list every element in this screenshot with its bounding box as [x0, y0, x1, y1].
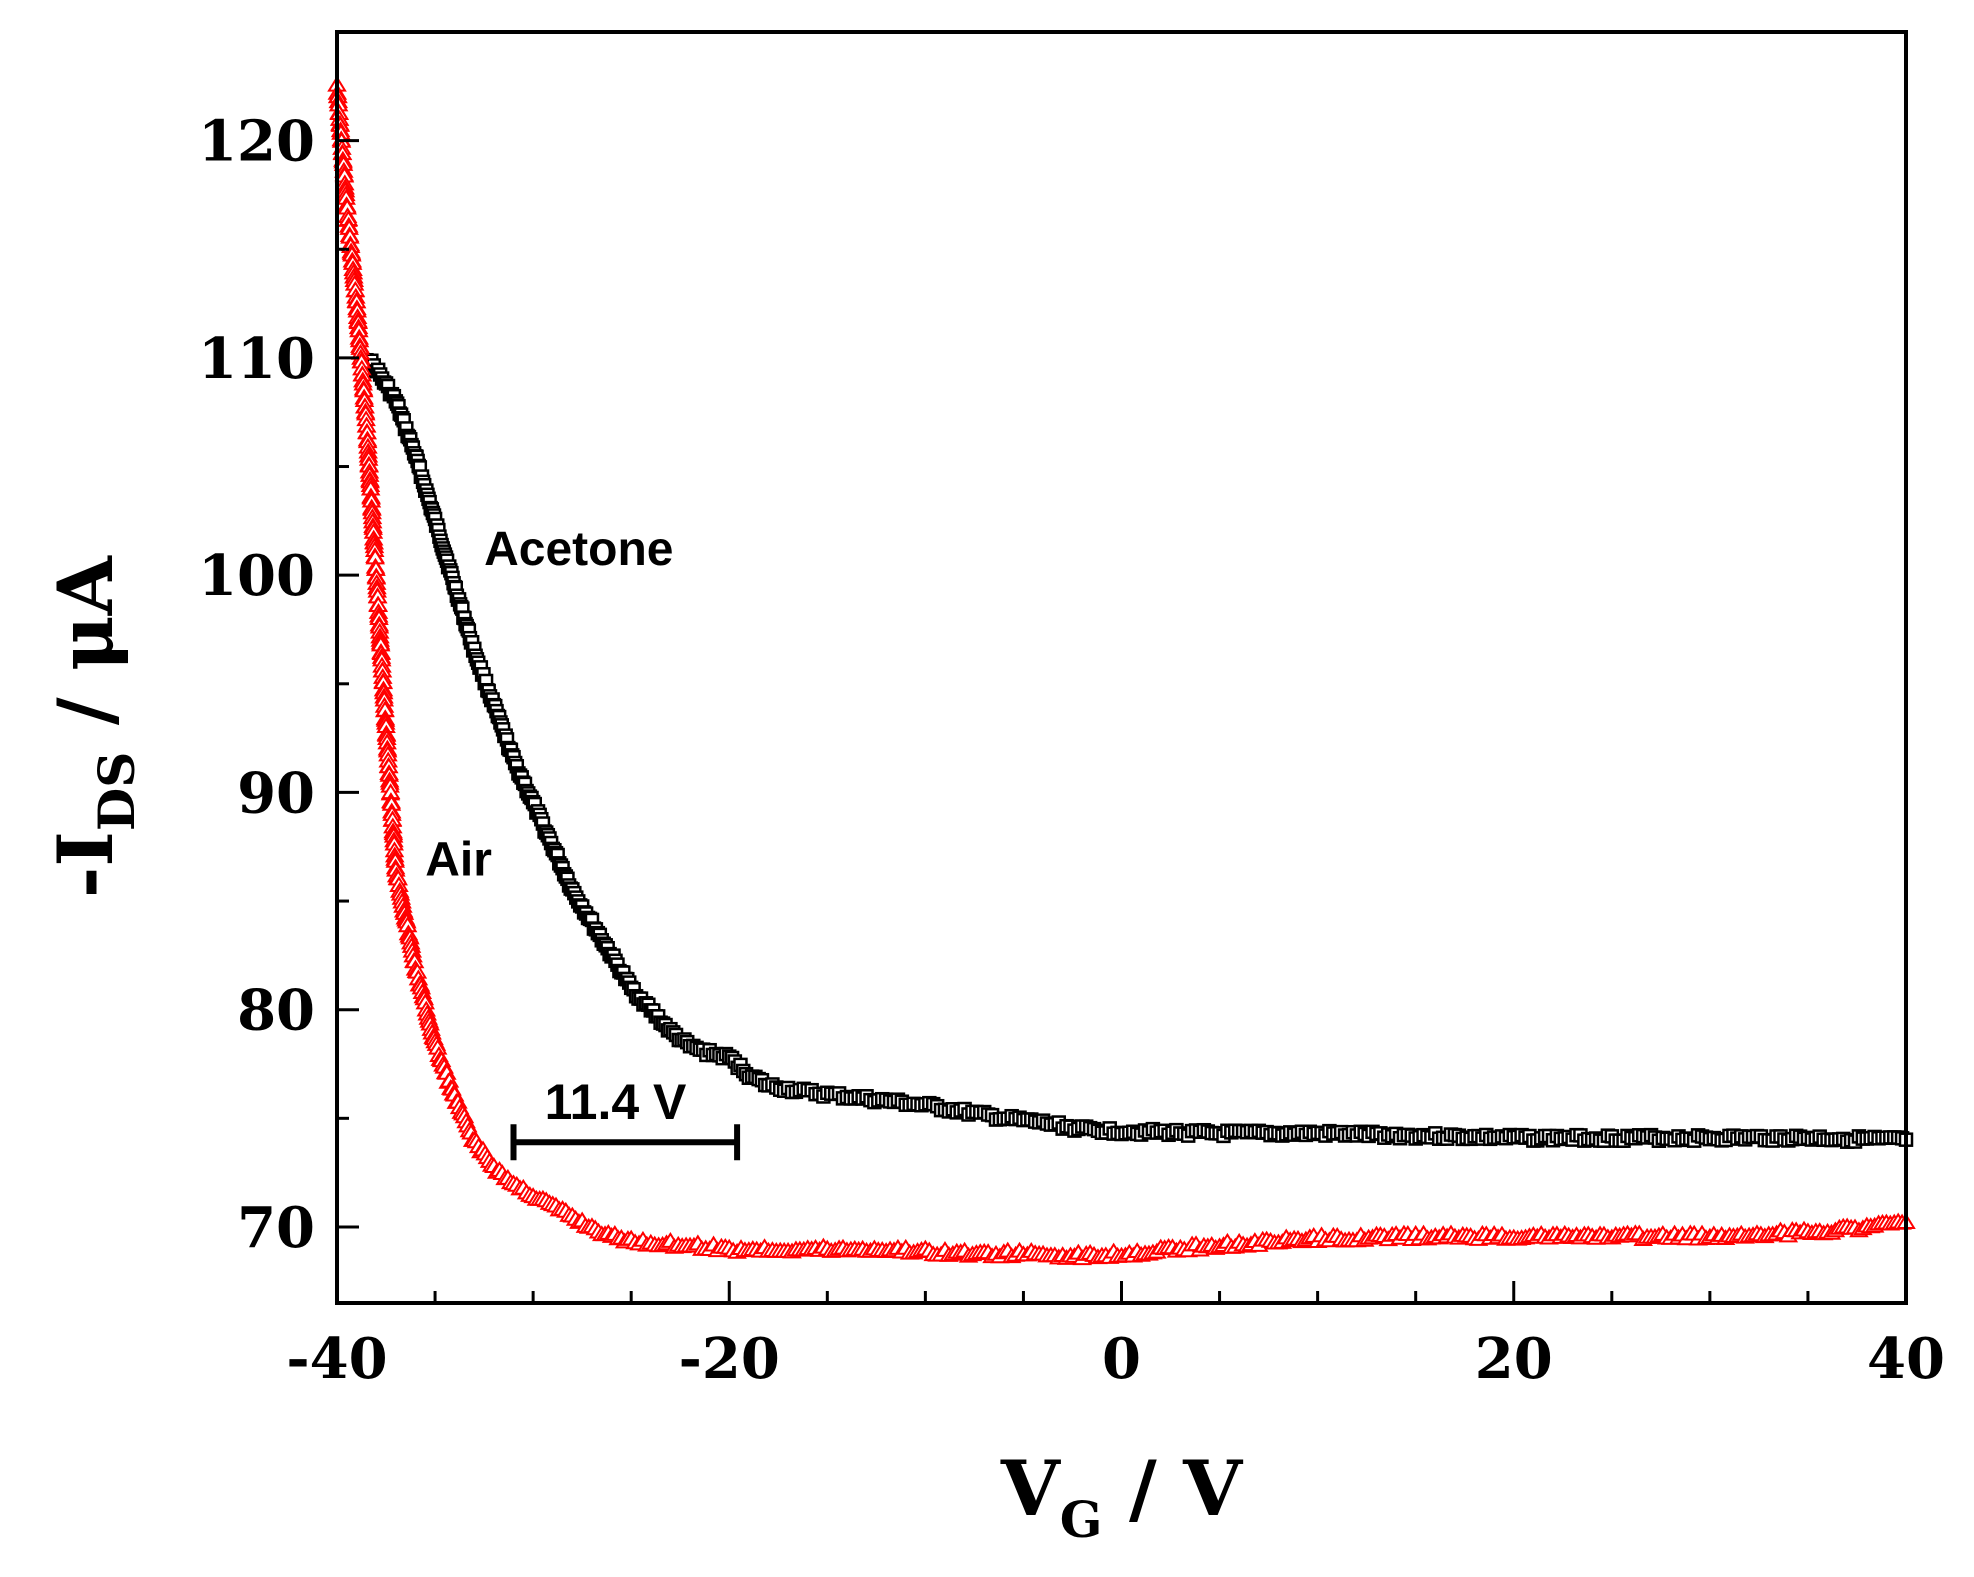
- x-axis-label: VG / V: [1000, 1444, 1244, 1549]
- x-axis-label-suffix: / V: [1103, 1444, 1245, 1533]
- x-tick-label: 40: [1867, 1326, 1945, 1392]
- y-tick-label: 110: [198, 326, 315, 392]
- y-tick-label: 90: [237, 760, 315, 826]
- acetone-label: Acetone: [484, 523, 673, 576]
- y-tick-label: 70: [237, 1195, 315, 1261]
- x-tick-label: 20: [1475, 1326, 1553, 1392]
- series-layer: [327, 75, 1916, 1266]
- voltage-shift-label: 11.4 V: [545, 1074, 687, 1130]
- y-axis-label-suffix: / μA: [41, 555, 130, 751]
- x-tick-label: -20: [679, 1326, 780, 1392]
- ticks-layer: [335, 139, 1908, 1303]
- y-axis-label-prefix: -I: [41, 831, 130, 898]
- y-tick-label: 100: [198, 543, 315, 609]
- air-label: Air: [425, 834, 492, 887]
- tick-labels-layer: -40 -20 0 20 40 70 80 90 100 110 120: [198, 109, 1945, 1392]
- y-axis-label-subscript: DS: [87, 752, 146, 831]
- y-tick-label: 120: [198, 109, 315, 175]
- series-air: [327, 75, 1916, 1266]
- y-axis-label: -IDS / μA: [41, 555, 146, 898]
- annotation-layer: Acetone Air 11.4 V: [425, 523, 741, 1161]
- x-axis-label-subscript: G: [1060, 1490, 1103, 1549]
- series-acetone: [359, 352, 1914, 1149]
- x-tick-label: -40: [286, 1326, 387, 1392]
- y-tick-label: 80: [237, 978, 315, 1044]
- x-axis-label-main: V: [1000, 1444, 1062, 1533]
- x-tick-label: 0: [1102, 1326, 1141, 1392]
